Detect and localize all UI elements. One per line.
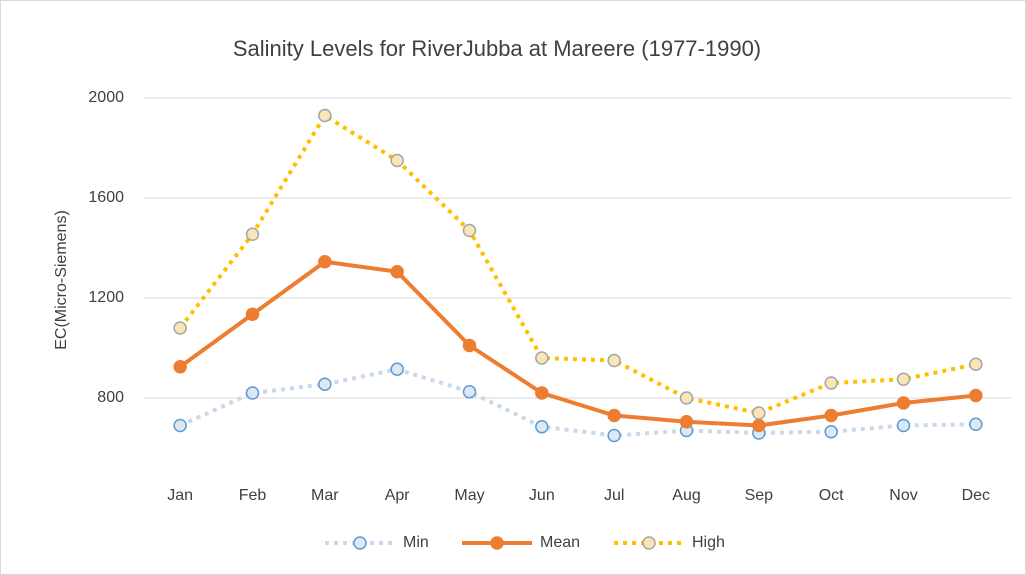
point — [462, 385, 477, 399]
point — [390, 153, 404, 168]
point — [173, 418, 187, 433]
x-tick-label: Oct — [819, 487, 844, 504]
point — [824, 376, 838, 390]
point — [245, 386, 260, 400]
point — [969, 357, 983, 371]
point — [679, 391, 694, 405]
legend-marker — [490, 536, 504, 550]
x-tick-label: Feb — [239, 487, 267, 504]
point — [679, 415, 694, 429]
x-tick-label: Jun — [529, 487, 555, 504]
point — [896, 396, 911, 410]
point — [896, 418, 911, 433]
y-tick-label: 1600 — [88, 189, 124, 206]
point — [245, 227, 260, 241]
series-line — [178, 113, 977, 415]
point — [245, 307, 260, 321]
point — [824, 425, 838, 439]
point — [535, 420, 549, 434]
series-line — [178, 259, 977, 428]
x-tick-label: Jul — [604, 487, 624, 504]
y-tick-label: 800 — [97, 389, 124, 406]
legend-label: Min — [403, 534, 429, 551]
legend-label: High — [692, 534, 725, 551]
point — [535, 351, 549, 365]
point — [824, 408, 838, 423]
point — [318, 255, 332, 269]
y-axis-label: EC(Micro-Siemens) — [53, 210, 70, 350]
point — [535, 386, 549, 400]
legend-marker — [642, 536, 656, 550]
x-tick-label: Jan — [167, 487, 193, 504]
x-tick-label: Dec — [962, 487, 990, 504]
point — [607, 353, 621, 368]
x-tick-label: Sep — [745, 487, 774, 504]
point — [896, 372, 911, 386]
chart-title: Salinity Levels for RiverJubba at Mareer… — [233, 36, 761, 61]
point — [752, 406, 766, 420]
x-tick-label: Aug — [672, 487, 700, 504]
point — [752, 418, 766, 433]
legend-label: Mean — [540, 534, 580, 551]
x-tick-label: Nov — [889, 487, 917, 504]
x-tick-label: Mar — [311, 487, 339, 504]
point — [607, 408, 621, 423]
series-line — [179, 367, 976, 438]
point — [462, 338, 477, 353]
point — [969, 417, 983, 431]
point — [173, 360, 187, 374]
x-tick-label: Apr — [385, 487, 411, 504]
point — [318, 108, 332, 123]
y-tick-label: 1200 — [88, 289, 124, 306]
point — [318, 377, 332, 391]
legend-marker — [353, 536, 367, 550]
point — [969, 388, 983, 403]
point — [462, 223, 477, 238]
x-tick-label: May — [454, 487, 484, 504]
y-tick-label: 2000 — [88, 89, 124, 106]
point — [173, 321, 187, 335]
point — [390, 362, 404, 376]
point — [390, 265, 404, 279]
point — [607, 428, 621, 443]
